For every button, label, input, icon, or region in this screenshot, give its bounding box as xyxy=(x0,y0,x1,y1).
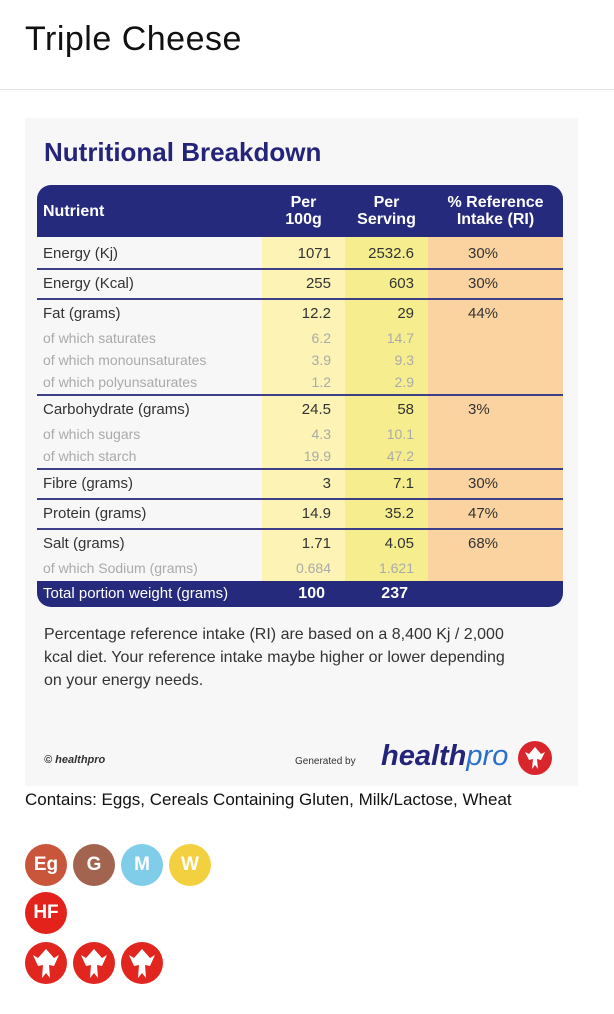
logo-text: pro xyxy=(466,740,509,772)
header-text: Intake (RI) xyxy=(456,211,535,228)
nutrient-value: 603 xyxy=(388,275,414,292)
nutrient-value: 3 xyxy=(322,475,331,492)
table-footer: Total portion weight (grams) 100 237 xyxy=(37,581,563,607)
column-bg xyxy=(262,237,345,582)
nutrient-value: 14.9 xyxy=(301,505,331,522)
nutrient-value: 14.7 xyxy=(386,330,414,346)
nutrient-value: 30% xyxy=(468,245,499,262)
nutrient-value: 10.1 xyxy=(386,426,414,442)
nutrient-value: 255 xyxy=(305,275,331,292)
warning-icons xyxy=(25,942,163,984)
row-divider xyxy=(37,298,563,300)
column-bg xyxy=(428,237,563,582)
nutrient-value: 24.5 xyxy=(301,401,331,418)
panel-title: Nutritional Breakdown xyxy=(44,137,322,167)
nutrient-value: 1071 xyxy=(297,245,331,262)
nutrient-value: 47% xyxy=(468,505,499,522)
nutrient-value: 44% xyxy=(468,305,499,322)
header-text: Per xyxy=(373,194,400,211)
header-text: % Reference xyxy=(447,194,544,211)
nutrient-value: 1.621 xyxy=(378,560,414,576)
nutrient-label: of which starch xyxy=(43,448,137,464)
nutrient-label: of which saturates xyxy=(43,330,156,346)
header-cell: % Reference Intake (RI) xyxy=(428,185,563,237)
row-divider xyxy=(37,268,563,270)
header-text: 100g xyxy=(285,211,322,228)
nutrient-value: 4.05 xyxy=(384,535,414,552)
nutrient-label: Energy (Kj) xyxy=(43,245,119,262)
header-text: Nutrient xyxy=(43,202,105,220)
nutrient-label: Protein (grams) xyxy=(43,505,147,522)
total-value: 237 xyxy=(381,585,408,602)
logo: healthpro xyxy=(381,740,508,773)
warning-badge: HF xyxy=(25,892,67,934)
row-divider xyxy=(37,468,563,470)
nutrient-value: 6.2 xyxy=(311,330,331,346)
nutrient-value: 9.3 xyxy=(394,352,414,368)
nutrient-label: Energy (Kcal) xyxy=(43,275,134,292)
logo-icon xyxy=(518,741,552,775)
nutrient-value: 35.2 xyxy=(384,505,414,522)
header-cell: Per 100g xyxy=(262,185,345,237)
nutrient-label: of which Sodium (grams) xyxy=(43,560,198,576)
nutrient-value: 68% xyxy=(468,535,499,552)
allergen-badge: G xyxy=(73,844,115,886)
nutrient-value: 2.9 xyxy=(394,374,414,390)
column-bg xyxy=(345,237,428,582)
nutrient-label: of which sugars xyxy=(43,426,141,442)
nutrient-value: 1.71 xyxy=(301,535,331,552)
divider xyxy=(0,89,614,90)
nutrient-label: of which monounsaturates xyxy=(43,352,207,368)
allergen-badge: M xyxy=(121,844,163,886)
allergen-badge: W xyxy=(169,844,211,886)
nutrient-value: 7.1 xyxy=(393,475,414,492)
nutrient-value: 0.684 xyxy=(295,560,331,576)
nutrient-value: 30% xyxy=(468,275,499,292)
product-title: Triple Cheese xyxy=(25,20,242,58)
logo-text: health xyxy=(381,740,467,772)
nutrient-value: 3.9 xyxy=(311,352,331,368)
nutrient-value: 29 xyxy=(397,305,414,322)
header-cell: Per Serving xyxy=(345,185,428,237)
nutrient-value: 19.9 xyxy=(303,448,331,464)
nutrient-label: of which polyunsaturates xyxy=(43,374,198,390)
nutrient-label: Fibre (grams) xyxy=(43,475,134,492)
nutrient-label: Fat (grams) xyxy=(43,305,121,322)
table-header: Nutrient Per 100g Per Serving% Reference Inta… xyxy=(37,185,563,237)
total-value: 100 xyxy=(298,585,325,602)
nutrient-value: 30% xyxy=(468,475,499,492)
nutrient-value: 47.2 xyxy=(386,448,414,464)
row-divider xyxy=(37,498,563,500)
allergen-badge: Eg xyxy=(25,844,67,886)
allergen-text: Contains: Eggs, Cereals Containing Glute… xyxy=(25,790,512,809)
nutrient-label: Salt (grams) xyxy=(43,535,125,552)
nutrient-value: 12.2 xyxy=(301,305,331,322)
row-divider xyxy=(37,394,563,396)
total-label: Total portion weight (grams) xyxy=(43,585,229,602)
copyright: © healthpro xyxy=(44,754,106,766)
nutrient-value: 4.3 xyxy=(311,426,331,442)
header-text: Per xyxy=(290,194,317,211)
footnote: Percentage reference intake (RI) are bas… xyxy=(44,626,505,689)
row-divider xyxy=(37,528,563,530)
nutrient-value: 3% xyxy=(468,401,490,418)
nutrient-label: Carbohydrate (grams) xyxy=(43,401,190,418)
header-cell: Nutrient xyxy=(43,185,268,237)
header-text: Serving xyxy=(357,211,416,228)
nutrient-value: 2532.6 xyxy=(368,245,414,262)
nutrient-value: 58 xyxy=(397,401,414,418)
generated-by: Generated by xyxy=(295,756,356,767)
nutrient-value: 1.2 xyxy=(311,374,331,390)
